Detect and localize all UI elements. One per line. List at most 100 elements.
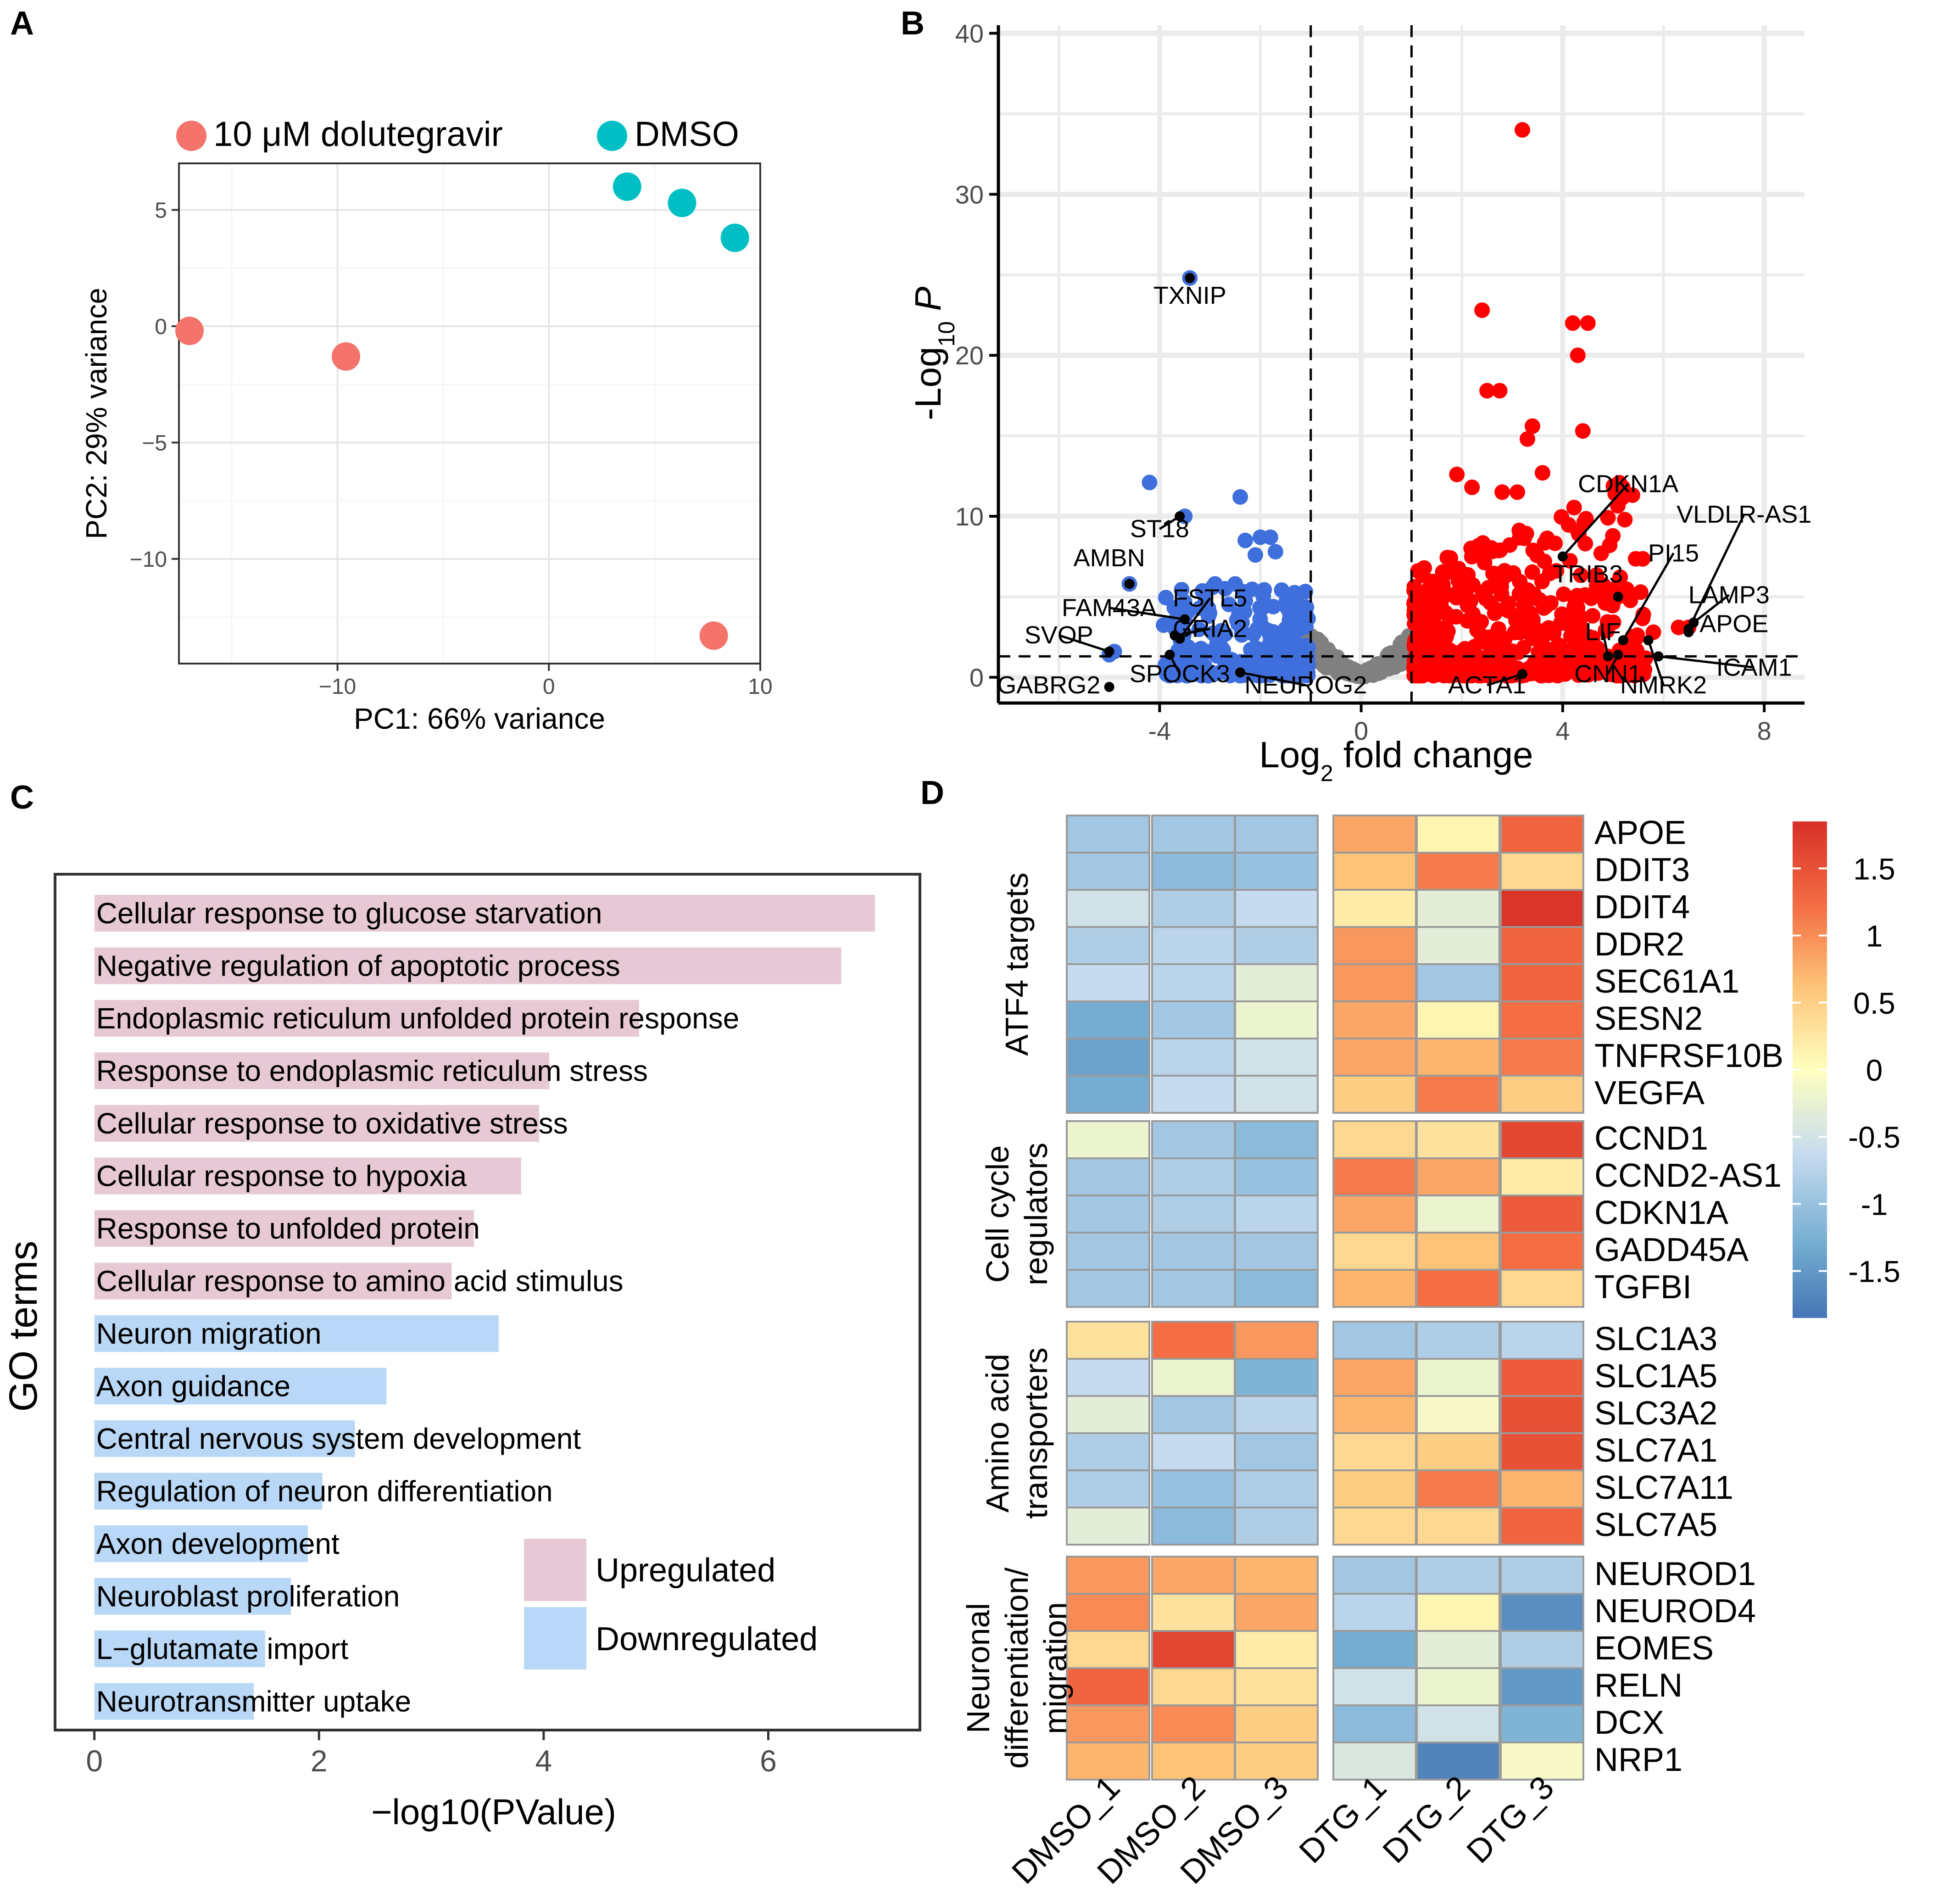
heatmap-cell — [1151, 926, 1236, 965]
volcano-y-tick-label: 20 — [955, 341, 984, 370]
heatmap-row-label: NEUROD1 — [1594, 1556, 1756, 1592]
volcano-point-up — [1583, 590, 1599, 606]
heatmap-cell — [1500, 1120, 1584, 1159]
volcano-point-up — [1465, 606, 1481, 622]
heatmap-row-label: SLC1A3 — [1594, 1321, 1717, 1357]
heatmap-cell — [1234, 852, 1319, 891]
volcano-gene-label: APOE — [1699, 610, 1768, 638]
go-bar-chart: Cellular response to glucose starvation N… — [1, 873, 921, 1832]
volcano-point-up — [1598, 622, 1614, 638]
heatmap-cell — [1500, 1269, 1584, 1308]
heatmap-cell — [1500, 1742, 1584, 1781]
volcano-point-up — [1576, 664, 1592, 680]
volcano-point-up — [1420, 606, 1436, 622]
volcano-label-anchor — [1235, 667, 1246, 678]
go-bar — [94, 1262, 452, 1300]
heatmap-cell — [1416, 1195, 1500, 1234]
volcano-point-up — [1565, 315, 1581, 331]
volcano-y-tick-label: 10 — [955, 502, 984, 531]
heatmap-cell — [1416, 1358, 1500, 1397]
volcano-gene-label: VLDLR-AS1 — [1677, 501, 1811, 528]
heatmap-cell — [1416, 1742, 1500, 1781]
pca-legend: 10 μM dolutegravir DMSO — [176, 115, 739, 154]
volcano-gene-label: FSTL5 — [1173, 585, 1247, 612]
heatmap-cell — [1151, 815, 1236, 854]
panel-label-b: B — [901, 5, 925, 42]
heatmap-row-label: TNFRSF10B — [1594, 1038, 1783, 1074]
volcano-label-anchor — [1517, 669, 1528, 679]
volcano-gene-label: ACTA1 — [1448, 671, 1526, 699]
heatmap-cell — [1066, 1395, 1150, 1434]
volcano-point-up — [1475, 584, 1491, 600]
heatmap-row-label: CCND2-AS1 — [1594, 1157, 1782, 1194]
volcano-point-up — [1487, 605, 1503, 621]
heatmap-cell — [1066, 815, 1150, 854]
volcano-point-up — [1513, 619, 1529, 635]
heatmap-cell — [1151, 889, 1236, 928]
heatmap-cell — [1416, 1038, 1500, 1077]
heatmap-cell — [1332, 1358, 1417, 1397]
volcano-point-down — [1286, 631, 1302, 648]
volcano-point-up — [1580, 315, 1596, 331]
heatmap-cell — [1151, 1593, 1236, 1632]
heatmap-cell — [1151, 1742, 1236, 1781]
volcano-label-anchor — [1557, 551, 1568, 562]
go-term-label: Central nervous system development — [96, 1422, 581, 1455]
pca-point-dmso — [668, 189, 696, 218]
volcano-point-up — [1448, 609, 1464, 625]
volcano-point-up — [1525, 418, 1541, 434]
pca-x-axis-title: PC1: 66% variance — [354, 702, 605, 735]
volcano-gene-label: NMRK2 — [1620, 671, 1707, 699]
volcano-point-up — [1530, 627, 1546, 643]
pca-x-tick-label: 10 — [748, 675, 772, 699]
go-y-axis-title: GO terms — [1, 1241, 45, 1412]
go-term-label: Axon development — [96, 1527, 340, 1560]
go-bar — [94, 1105, 540, 1142]
volcano-point-down — [1237, 532, 1253, 548]
expression-heatmap: APOEDDIT3DDIT4DDR2SEC61A1SESN2TNFRSF10BV… — [960, 815, 1900, 1891]
colorbar-tick-label: 1 — [1866, 919, 1883, 953]
heatmap-cell — [1332, 1742, 1417, 1781]
heatmap-cell — [1234, 1742, 1319, 1781]
volcano-label-connector — [1688, 514, 1745, 630]
heatmap-cell — [1416, 1000, 1500, 1039]
volcano-point-up — [1510, 484, 1526, 500]
volcano-x-axis-title: Log2 fold change — [1259, 734, 1533, 786]
heatmap-cell — [1416, 852, 1500, 891]
volcano-point-down — [1192, 600, 1208, 616]
pca-point-dolutegravir — [331, 342, 360, 371]
go-bar — [94, 1000, 639, 1037]
go-bar — [94, 895, 875, 932]
go-bar — [94, 1525, 308, 1562]
volcano-point-up — [1577, 536, 1593, 552]
heatmap-row-label: DDIT3 — [1594, 852, 1690, 888]
heatmap-cell — [1332, 1469, 1417, 1508]
heatmap-cell — [1416, 1232, 1500, 1271]
volcano-point-up — [1446, 587, 1462, 603]
volcano-gene-label: AMBN — [1074, 544, 1145, 572]
volcano-label-connector — [1562, 483, 1629, 558]
colorbar-tick-label: -1.5 — [1848, 1255, 1900, 1289]
heatmap-cell — [1151, 1000, 1236, 1039]
volcano-point-down — [1180, 667, 1196, 683]
go-bar — [94, 1683, 254, 1720]
volcano-point-up — [1557, 655, 1573, 671]
heatmap-cell — [1151, 1120, 1236, 1159]
heatmap-cell — [1416, 1469, 1500, 1508]
heatmap-cell — [1234, 1704, 1319, 1743]
volcano-point-up — [1492, 383, 1508, 399]
volcano-point-up — [1494, 572, 1510, 588]
volcano-point-up — [1500, 603, 1516, 619]
heatmap-cell — [1066, 1195, 1150, 1234]
volcano-point-up — [1554, 509, 1570, 525]
go-term-label: L−glutamate import — [96, 1632, 349, 1665]
heatmap-cell — [1234, 1556, 1319, 1595]
heatmap-cell — [1332, 852, 1417, 891]
heatmap-cell — [1416, 1321, 1500, 1360]
heatmap-cell — [1151, 1432, 1236, 1471]
heatmap-cell — [1151, 963, 1236, 1002]
go-bar — [94, 1210, 474, 1247]
go-term-label: Cellular response to glucose starvation — [96, 897, 602, 930]
